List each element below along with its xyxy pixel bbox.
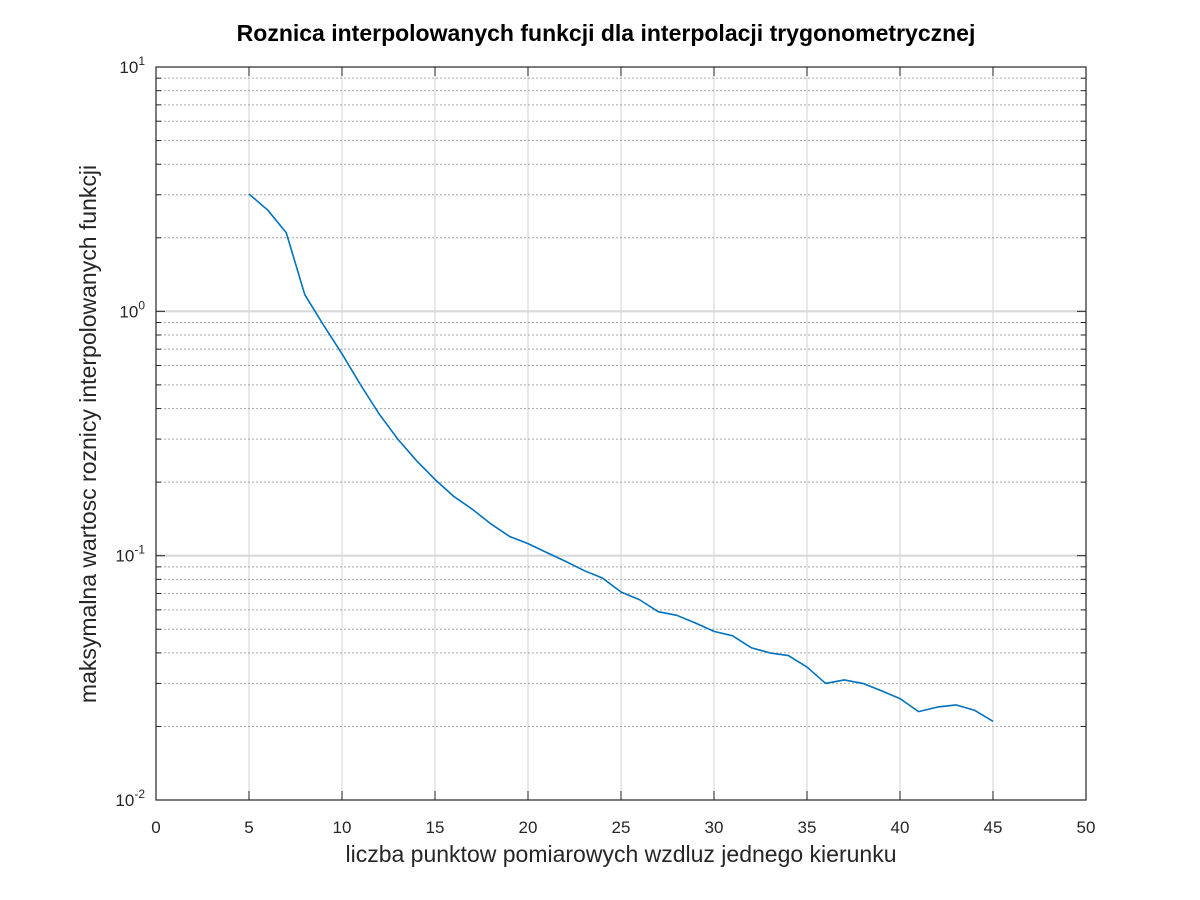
y-tick-label: 100 — [119, 298, 145, 321]
x-tick-label: 35 — [798, 818, 817, 837]
x-axis-label: liczba punktow pomiarowych wzdluz jedneg… — [345, 841, 896, 867]
x-tick-label: 0 — [151, 818, 160, 837]
grid — [156, 67, 1086, 800]
x-tick-label: 10 — [333, 818, 352, 837]
x-tick-label: 50 — [1077, 818, 1096, 837]
x-tick-label: 30 — [705, 818, 724, 837]
x-tick-label: 5 — [244, 818, 253, 837]
series-layer — [248, 193, 994, 722]
x-tick-label: 40 — [891, 818, 910, 837]
x-tick-label: 20 — [519, 818, 538, 837]
y-tick-labels: 10-2 10-1 100 101 — [115, 54, 145, 810]
y-axis-label: maksymalna wartosc roznicy interpolowany… — [75, 165, 101, 703]
y-tick-label: 10-1 — [115, 543, 145, 566]
series-line — [248, 193, 994, 722]
ticks — [155, 66, 1087, 801]
x-tick-labels: 0 5 10 15 20 25 30 35 40 45 50 — [151, 818, 1095, 837]
x-tick-label: 45 — [984, 818, 1003, 837]
y-tick-label: 101 — [119, 54, 145, 77]
y-tick-label: 10-2 — [115, 787, 145, 810]
chart-title: Roznica interpolowanych funkcji dla inte… — [237, 20, 976, 46]
x-tick-label: 25 — [612, 818, 631, 837]
x-tick-label: 15 — [426, 818, 445, 837]
